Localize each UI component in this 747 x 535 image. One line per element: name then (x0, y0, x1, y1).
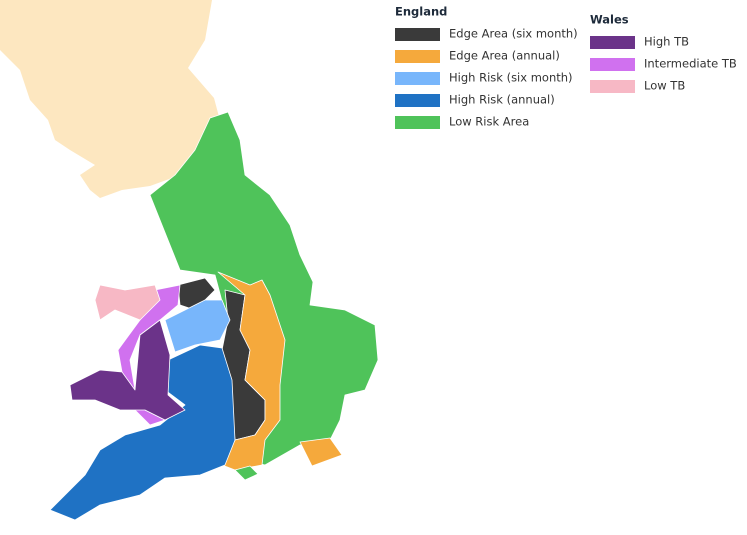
legend-swatch (395, 28, 440, 41)
legend-swatch (395, 94, 440, 107)
legend-label: Low Risk Area (449, 115, 529, 129)
legend-swatch (590, 36, 635, 49)
legend-swatch (590, 80, 635, 93)
legend-label: High Risk (annual) (449, 93, 555, 107)
legend-swatch (395, 72, 440, 85)
edge-area-annual (217, 271, 343, 471)
high-risk-six-month (164, 299, 231, 353)
legend-label: Edge Area (six month) (449, 27, 578, 41)
map-regions (0, 0, 379, 521)
legend-title: England (395, 5, 447, 19)
legend-swatch (395, 116, 440, 129)
legend-swatch (395, 50, 440, 63)
legend-title: Wales (590, 13, 629, 27)
legend-swatch (590, 58, 635, 71)
wales-low-tb (94, 284, 161, 321)
isle-of-wight (234, 465, 259, 481)
legend-label: Intermediate TB (644, 57, 737, 71)
legend-label: Low TB (644, 79, 685, 93)
wales-high-tb (69, 319, 186, 421)
scotland (0, 0, 222, 198)
high-risk-annual (49, 344, 236, 521)
legend-label: High Risk (six month) (449, 71, 573, 85)
legend-label: Edge Area (annual) (449, 49, 560, 63)
legend-label: High TB (644, 35, 689, 49)
